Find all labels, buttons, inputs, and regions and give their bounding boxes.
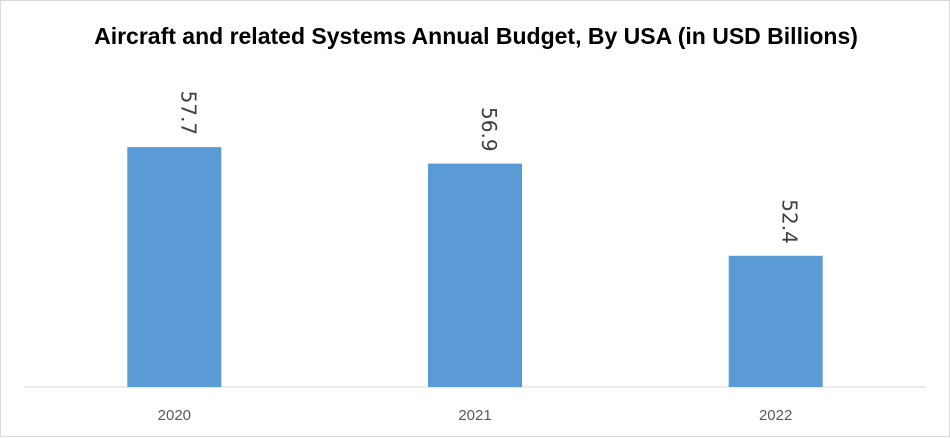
x-tick-label-2022: 2022 — [759, 407, 792, 424]
data-label-2022: 52.4 — [778, 199, 802, 244]
chart-title: Aircraft and related Systems Annual Budg… — [94, 23, 858, 49]
bar-2022 — [728, 255, 823, 387]
bar-2020 — [127, 147, 222, 387]
data-label-2021: 56.9 — [477, 107, 501, 152]
x-tick-label-2021: 2021 — [458, 407, 491, 424]
bar-2021 — [428, 163, 522, 387]
x-tick-label-2020: 2020 — [158, 407, 191, 424]
data-label-2020: 57.7 — [176, 91, 200, 136]
